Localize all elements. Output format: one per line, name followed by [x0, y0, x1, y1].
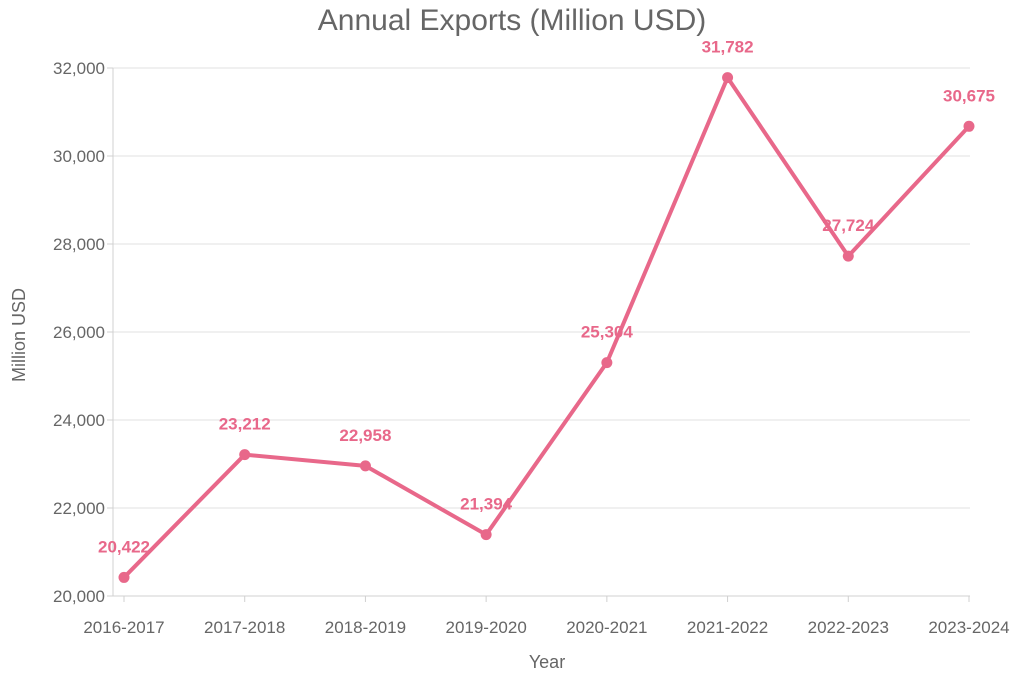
axes — [107, 67, 970, 602]
x-tick-label: 2017-2018 — [204, 618, 285, 637]
data-label: 30,675 — [943, 86, 995, 105]
x-axis-ticks: 2016-2017 2017-2018 2018-2019 2019-2020 2020… — [83, 618, 1009, 637]
data-label: 25,304 — [581, 323, 634, 342]
y-tick-label: 20,000 — [53, 587, 105, 606]
x-tick-label: 2022-2023 — [808, 618, 889, 637]
data-label: 27,724 — [822, 216, 875, 235]
data-point — [963, 120, 975, 132]
data-label: 22,958 — [339, 426, 391, 445]
x-tick-label: 2018-2019 — [325, 618, 406, 637]
series — [118, 72, 975, 583]
grid — [113, 67, 970, 597]
x-tick-label: 2023-2024 — [928, 618, 1009, 637]
y-tick-label: 26,000 — [53, 323, 105, 342]
y-axis-title: Million USD — [9, 288, 29, 382]
series-line — [122, 75, 971, 580]
y-tick-label: 28,000 — [53, 235, 105, 254]
data-point — [359, 460, 371, 472]
data-labels: 20,422 23,212 22,958 21,394 25,304 31,782 27,7… — [98, 38, 995, 557]
data-point — [118, 571, 130, 583]
chart-title: Annual Exports (Million USD) — [318, 4, 706, 37]
y-axis-ticks: 20,000 22,000 24,000 26,000 28,000 30,000 32,0… — [53, 59, 105, 606]
data-point — [601, 357, 613, 369]
x-tick-label: 2020-2021 — [566, 618, 647, 637]
data-point — [239, 449, 251, 461]
y-tick-label: 30,000 — [53, 147, 105, 166]
data-label: 21,394 — [460, 495, 513, 514]
data-point — [842, 250, 854, 262]
data-label: 31,782 — [702, 38, 754, 57]
x-axis-title: Year — [529, 652, 565, 672]
data-label: 23,212 — [219, 415, 271, 434]
data-point — [722, 72, 734, 84]
y-tick-label: 32,000 — [53, 59, 105, 78]
y-tick-label: 24,000 — [53, 411, 105, 430]
x-tick-label: 2019-2020 — [445, 618, 526, 637]
x-tick-label: 2016-2017 — [83, 618, 164, 637]
data-point — [480, 529, 492, 541]
data-label: 20,422 — [98, 537, 150, 556]
x-tick-label: 2021-2022 — [687, 618, 768, 637]
y-tick-label: 22,000 — [53, 499, 105, 518]
